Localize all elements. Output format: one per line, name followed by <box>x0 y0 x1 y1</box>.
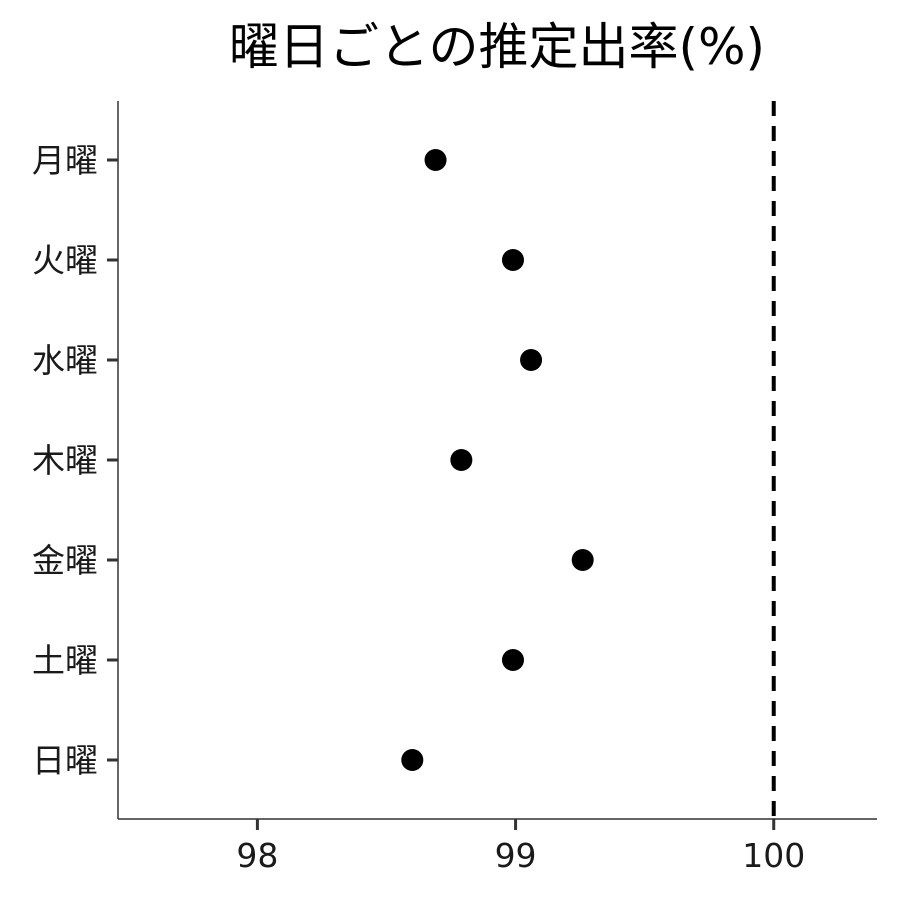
y-tick-label: 火曜 <box>32 241 98 280</box>
data-point <box>520 349 543 371</box>
data-points <box>401 149 594 771</box>
x-tick-label: 99 <box>495 836 537 875</box>
data-point <box>424 149 447 171</box>
x-axis-ticks: 98 99 100 <box>236 819 805 875</box>
y-tick-label: 水曜 <box>32 341 98 380</box>
data-point <box>501 649 524 671</box>
y-tick-label: 日曜 <box>32 741 98 780</box>
y-tick-label: 月曜 <box>32 141 98 180</box>
data-point <box>501 249 524 271</box>
y-tick-label: 木曜 <box>32 441 98 480</box>
data-point <box>401 749 424 771</box>
x-tick-label: 98 <box>236 836 278 875</box>
data-point <box>571 549 594 571</box>
y-tick-label: 土曜 <box>32 641 98 680</box>
x-tick-label: 100 <box>742 836 805 875</box>
data-point <box>450 449 473 471</box>
chart-title: 曜日ごとの推定出率(%) <box>229 18 765 76</box>
y-tick-label: 金曜 <box>32 541 98 580</box>
